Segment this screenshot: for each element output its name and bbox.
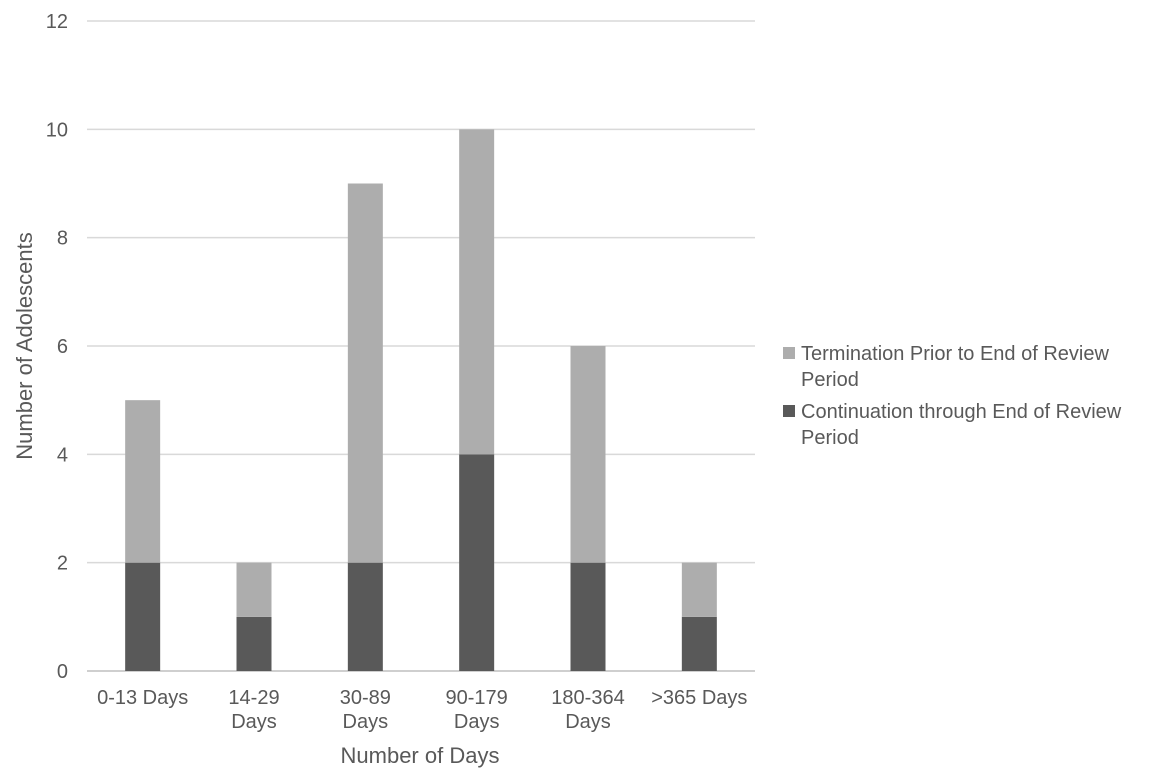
bar-termination — [125, 400, 161, 563]
legend-label-continuation: Continuation through End of Review Period — [801, 401, 1122, 449]
x-tick-label: 14-29 Days — [228, 687, 279, 733]
bar-continuation — [347, 562, 383, 671]
y-tick-label: 2 — [57, 553, 68, 575]
bar-termination — [347, 183, 383, 563]
y-tick-label: 10 — [46, 119, 68, 141]
x-tick-label: 180-364 Days — [551, 687, 624, 733]
bar-continuation — [125, 562, 161, 671]
y-axis-title: Number of Adolescents — [12, 232, 37, 459]
bar-termination — [570, 346, 606, 563]
x-tick-labels: 0-13 Days 14-29 Days 30-89 Days 90-179 Days 180… — [97, 687, 747, 733]
y-tick-label: 8 — [57, 228, 68, 250]
legend-label-termination: Termination Prior to End of Review Period — [801, 343, 1109, 391]
legend-item-termination: Termination Prior to End of Review Period — [783, 341, 1163, 393]
y-tick-label: 6 — [57, 336, 68, 358]
legend-item-continuation: Continuation through End of Review Period — [783, 399, 1163, 451]
x-tick-label: >365 Days — [651, 687, 747, 709]
bar-termination — [459, 129, 495, 455]
y-tick-labels: 0 2 4 6 8 10 12 — [46, 11, 68, 683]
bar-continuation — [681, 616, 717, 671]
bar-termination — [681, 562, 717, 617]
x-tick-label: 30-89 Days — [340, 687, 391, 733]
legend-swatch-termination — [783, 347, 795, 359]
x-axis-title: Number of Days — [341, 743, 500, 768]
bar-continuation — [459, 454, 495, 671]
y-tick-label: 12 — [46, 11, 68, 33]
legend-swatch-continuation — [783, 405, 795, 417]
bar-termination — [236, 562, 272, 617]
y-tick-label: 0 — [57, 661, 68, 683]
x-tick-label: 0-13 Days — [97, 687, 188, 709]
bars — [125, 129, 717, 671]
x-tick-label: 90-179 Days — [446, 687, 508, 733]
gridlines — [87, 20, 755, 672]
y-tick-label: 4 — [57, 444, 68, 466]
bar-continuation — [236, 616, 272, 671]
legend: Termination Prior to End of Review Period… — [783, 341, 1163, 457]
bar-continuation — [570, 562, 606, 671]
